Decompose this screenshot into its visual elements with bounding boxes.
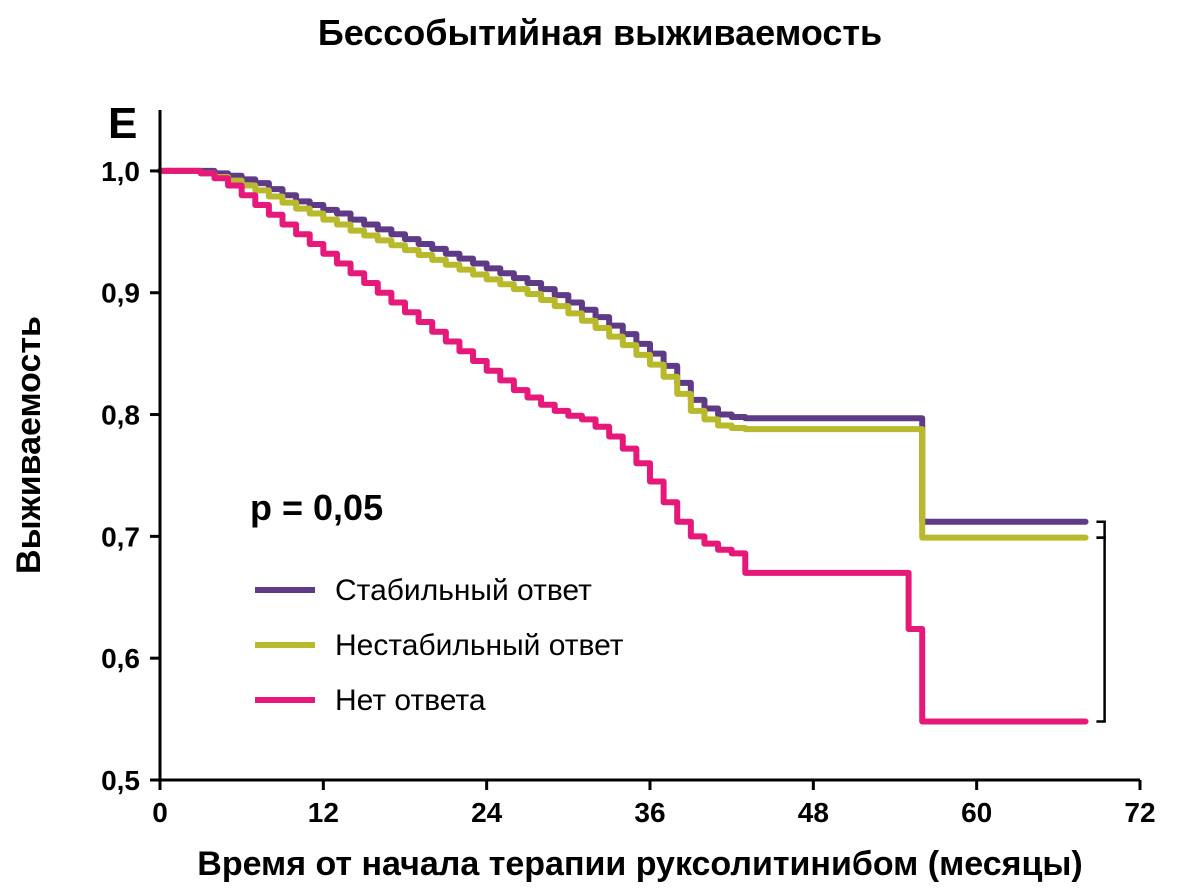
legend-label: Стабильный ответ	[335, 574, 592, 607]
x-axis-label: Время от начала терапии руксолитинибом (…	[197, 845, 1082, 883]
km-chart-container: Бессобытийная выживаемость Е Время от на…	[0, 0, 1200, 894]
legend-label: Нет ответа	[335, 684, 486, 717]
legend-label: Нестабильный ответ	[335, 629, 624, 662]
y-tick-label: 0,7	[101, 521, 140, 552]
x-tick-label: 60	[961, 797, 992, 828]
x-tick-label: 36	[634, 797, 665, 828]
p-value-text: p = 0,05	[250, 487, 383, 528]
x-tick-label: 0	[152, 797, 168, 828]
y-tick-label: 0,9	[101, 278, 140, 309]
km-chart-svg: Бессобытийная выживаемость Е Время от на…	[0, 0, 1200, 894]
x-tick-label: 72	[1124, 797, 1155, 828]
x-tick-label: 12	[308, 797, 339, 828]
y-tick-label: 0,6	[101, 643, 140, 674]
x-tick-label: 24	[471, 797, 503, 828]
comparison-bracket	[1096, 538, 1104, 722]
panel-letter: Е	[108, 99, 137, 148]
x-tick-label: 48	[798, 797, 829, 828]
y-axis-label: Выживаемость	[10, 316, 48, 574]
y-tick-label: 0,5	[101, 765, 140, 796]
comparison-brackets	[1096, 522, 1104, 722]
comparison-bracket	[1096, 522, 1104, 538]
chart-title: Бессобытийная выживаемость	[318, 12, 882, 53]
y-tick-label: 0,8	[101, 400, 140, 431]
legend: Стабильный ответ Нестабильный ответ Нет от…	[255, 574, 624, 717]
y-tick-label: 1,0	[101, 156, 140, 187]
